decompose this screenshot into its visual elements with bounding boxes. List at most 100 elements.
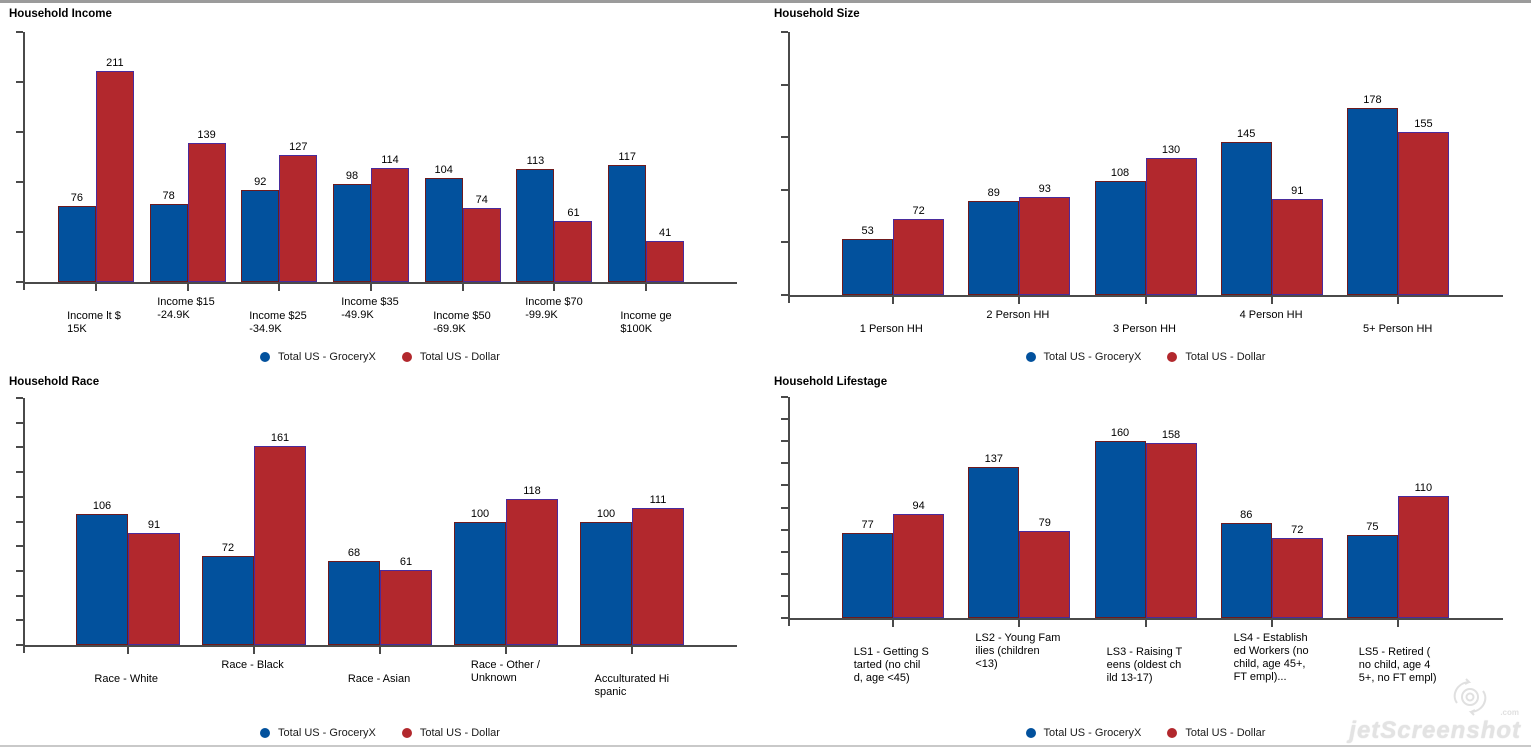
bar-dollar[interactable]: 118 (506, 485, 558, 645)
bar-groceryx[interactable]: 78 (149, 190, 188, 282)
bar-dollar[interactable]: 91 (1271, 185, 1323, 295)
category-group: 77 94 (830, 397, 956, 627)
category-group: 53 72 (830, 32, 956, 304)
legend-item-dollar[interactable]: Total US - Dollar (1167, 351, 1265, 363)
bar-groceryx[interactable]: 160 (1094, 427, 1146, 618)
y-tick (16, 421, 23, 424)
bar-dollar[interactable]: 94 (893, 500, 945, 618)
bar-dollar[interactable]: 74 (462, 194, 501, 282)
value-label: 100 (470, 507, 490, 520)
category-label: Race - Black (189, 658, 315, 699)
bar-groceryx[interactable]: 76 (57, 192, 96, 282)
bar-dollar[interactable]: 114 (371, 154, 410, 282)
bar-groceryx[interactable]: 75 (1346, 521, 1398, 618)
legend-dot-blue-icon (260, 728, 271, 738)
value-label: 161 (270, 432, 290, 445)
value-label: 77 (861, 518, 874, 531)
value-label: 79 (1038, 516, 1051, 529)
category-label-text: 2 Person HH (986, 309, 1050, 321)
y-tick (781, 617, 788, 619)
bar-dollar[interactable]: 161 (254, 432, 306, 645)
legend-dot-red-icon (1167, 728, 1178, 738)
value-label: 111 (649, 493, 667, 506)
category-label-text: 1 Person HH (859, 323, 923, 335)
bar-dollar[interactable]: 155 (1397, 118, 1449, 295)
bar-groceryx[interactable]: 145 (1220, 128, 1272, 295)
bar-groceryx[interactable]: 108 (1094, 167, 1146, 295)
value-label: 127 (289, 141, 308, 153)
x-tick (1270, 620, 1273, 627)
y-tick (16, 644, 23, 646)
chart-household-income: Household Income 76 211 78 139 92 127 98 114 104… (0, 3, 765, 371)
bar-groceryx[interactable]: 68 (328, 547, 380, 645)
bar-groceryx[interactable]: 106 (76, 500, 128, 645)
y-tick (16, 545, 23, 548)
x-tick (553, 284, 556, 291)
bar-dollar[interactable]: 72 (1271, 524, 1323, 618)
bar-groceryx[interactable]: 72 (202, 542, 254, 645)
category-group: 75 110 (1335, 397, 1461, 627)
y-tick (781, 396, 788, 398)
bar-groceryx[interactable]: 137 (968, 453, 1020, 618)
bar-groceryx[interactable]: 53 (842, 225, 894, 295)
y-tick (781, 83, 788, 86)
y-tick (781, 31, 788, 33)
bar-groceryx[interactable]: 98 (333, 170, 372, 282)
bar-dollar[interactable]: 127 (279, 141, 318, 282)
category-group: 113 61 (509, 32, 601, 291)
bar-dollar[interactable]: 130 (1145, 144, 1197, 295)
legend-dot-red-icon (1167, 352, 1178, 362)
bar-groceryx[interactable]: 77 (842, 519, 894, 618)
bar-groceryx[interactable]: 113 (516, 155, 555, 282)
bar-dollar[interactable]: 111 (632, 494, 684, 645)
legend-item-dollar[interactable]: Total US - Dollar (401, 727, 500, 739)
bar-dollar[interactable]: 139 (187, 129, 226, 282)
value-label: 118 (523, 485, 541, 498)
value-label: 76 (70, 192, 83, 204)
bar-dollar[interactable]: 79 (1019, 517, 1071, 618)
bar-groceryx[interactable]: 178 (1346, 94, 1398, 295)
category-label: LS2 - Young Fam ilies (children <13) (955, 631, 1082, 685)
legend-item-dollar[interactable]: Total US - Dollar (401, 351, 500, 363)
legend-item-groceryx[interactable]: Total US - GroceryX (260, 727, 376, 739)
bar-groceryx[interactable]: 92 (241, 176, 280, 282)
legend-item-groceryx[interactable]: Total US - GroceryX (1025, 727, 1142, 739)
x-tick (631, 647, 633, 654)
bar-groceryx[interactable]: 104 (424, 164, 463, 282)
y-tick (16, 31, 23, 33)
legend-label: Total US - GroceryX (1043, 727, 1142, 739)
bar-dollar[interactable]: 110 (1397, 482, 1449, 618)
bar-dollar[interactable]: 41 (646, 227, 685, 282)
x-tick (892, 297, 895, 304)
bar-dollar[interactable]: 61 (380, 556, 432, 645)
bar-dollar[interactable]: 158 (1145, 429, 1197, 618)
bar-groceryx[interactable]: 89 (968, 187, 1020, 295)
legend-item-groceryx[interactable]: Total US - GroceryX (260, 351, 376, 363)
value-label: 61 (567, 207, 580, 219)
bar-groceryx[interactable]: 100 (580, 508, 632, 645)
bar-groceryx[interactable]: 100 (454, 508, 506, 645)
y-tick (781, 462, 788, 465)
category-label: Income $35 -49.9K (324, 295, 416, 336)
category-label-text: Race - White (94, 673, 158, 685)
category-label: Income lt $15K (48, 295, 140, 336)
legend-item-groceryx[interactable]: Total US - GroceryX (1025, 351, 1141, 363)
category-group: 108 130 (1082, 32, 1208, 304)
bar-dollar[interactable]: 93 (1019, 183, 1071, 295)
top-divider (0, 0, 1531, 3)
bar-dollar[interactable]: 72 (893, 205, 945, 295)
legend-item-dollar[interactable]: Total US - Dollar (1167, 727, 1265, 739)
y-tick (16, 181, 23, 183)
y-tick (781, 484, 788, 487)
bar-dollar[interactable]: 91 (128, 519, 180, 645)
bar-dollar[interactable]: 61 (554, 207, 593, 282)
y-tick (16, 81, 23, 83)
y-tick (16, 131, 23, 133)
category-group: 104 74 (417, 32, 509, 291)
bar-dollar[interactable]: 211 (95, 57, 134, 282)
category-label: 4 Person HH (1208, 308, 1335, 336)
bar-groceryx[interactable]: 117 (608, 151, 647, 282)
plot-area: 76 211 78 139 92 127 98 114 104 74 113 61 117 41 (16, 31, 737, 291)
bar-groceryx[interactable]: 86 (1220, 509, 1272, 618)
